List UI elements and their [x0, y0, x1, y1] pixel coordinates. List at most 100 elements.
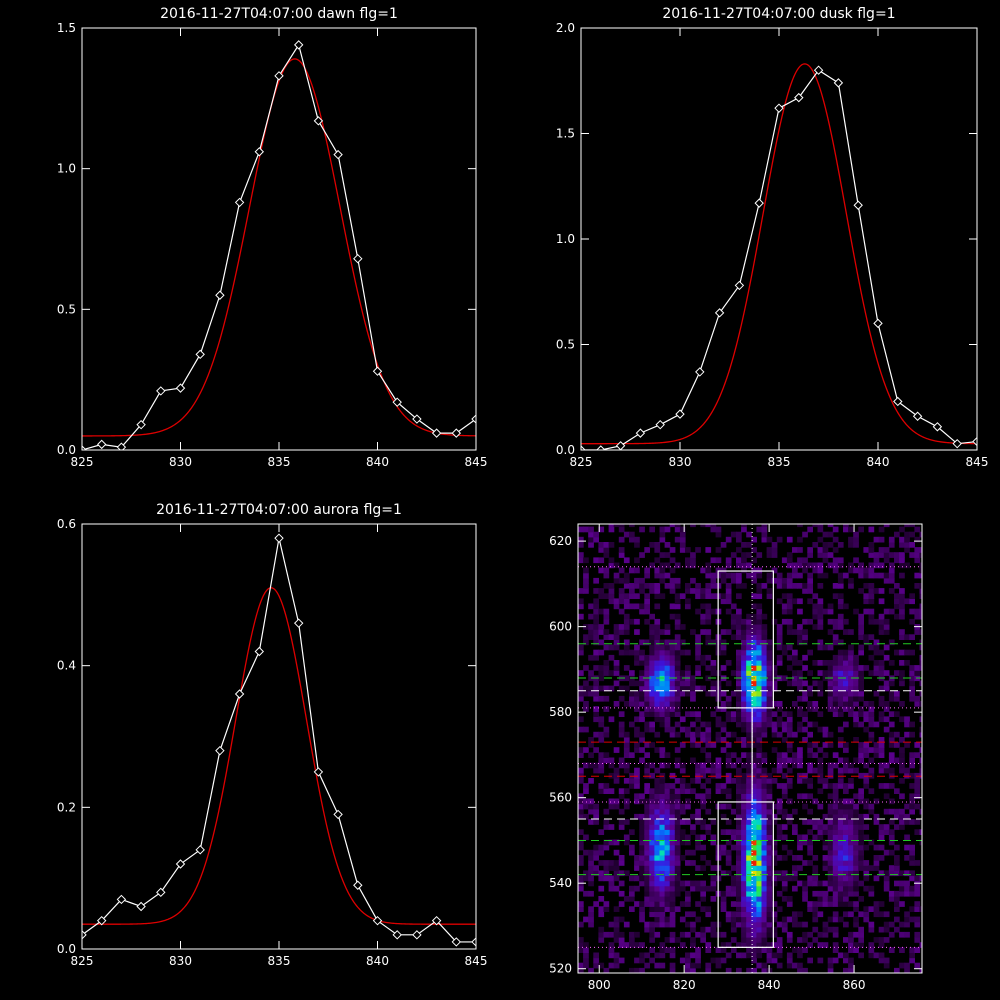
- data-point: [431, 428, 442, 438]
- data-point: [175, 859, 186, 869]
- y-tick-label: 0.5: [57, 302, 76, 316]
- x-tick-label: 835: [768, 455, 791, 469]
- data-point: [333, 149, 343, 160]
- y-tick-label: 0.0: [57, 942, 76, 956]
- x-tick-label: 840: [366, 455, 389, 469]
- data-point: [156, 386, 166, 396]
- y-tick-label: 540: [549, 876, 572, 890]
- x-tick-label: 830: [169, 455, 192, 469]
- x-tick-label: 800: [588, 978, 611, 992]
- y-tick-label: 1.0: [556, 232, 575, 246]
- data-point: [451, 428, 462, 438]
- plot-panel-1: 825 830 835 840 845 0.0 0.5 1.0 1.5 2016-11-27T04…: [57, 6, 488, 469]
- data-point: [734, 280, 745, 291]
- data-line: [82, 43, 476, 450]
- plot-frame: [81, 523, 477, 950]
- data-point: [156, 887, 166, 898]
- x-tick-label: 845: [465, 455, 488, 469]
- data-point: [412, 414, 422, 424]
- x-tick-label: 860: [843, 978, 866, 992]
- data-point: [813, 65, 824, 75]
- data-point: [274, 533, 284, 543]
- plot-panel-3: 825 830 835 840 845 0.0 0.2 0.4 0.6 2016-11-27T04…: [57, 502, 488, 968]
- data-point: [234, 197, 245, 208]
- data-point: [353, 253, 363, 264]
- data-point: [794, 92, 804, 103]
- x-tick-label: 825: [71, 455, 94, 469]
- data-point: [714, 308, 725, 318]
- region-box: [717, 801, 774, 948]
- data-point: [116, 894, 127, 905]
- y-tick-label: 620: [549, 534, 572, 548]
- x-tick-label: 845: [966, 455, 989, 469]
- data-point: [615, 441, 626, 450]
- fit-curve: [581, 63, 977, 445]
- data-point: [313, 767, 324, 777]
- data-point: [372, 915, 383, 926]
- data-point: [451, 937, 462, 947]
- data-point: [853, 200, 863, 210]
- data-point: [96, 439, 107, 450]
- region-box: [717, 570, 774, 709]
- data-point: [82, 445, 87, 450]
- y-tick-label: 0.6: [57, 517, 76, 531]
- y-tick-label: 1.0: [57, 162, 76, 176]
- data-line: [82, 538, 476, 943]
- plot-title: 2016-11-27T04:07:00 aurora flg=1: [156, 502, 402, 518]
- data-point: [195, 845, 205, 855]
- plot-frame: [81, 27, 477, 451]
- data-point: [234, 689, 245, 699]
- y-tick-label: 0.0: [57, 443, 76, 457]
- data-point: [372, 366, 383, 376]
- data-point: [215, 290, 225, 300]
- plot-title: 2016-11-27T04:07:00 dusk flg=1: [662, 6, 895, 22]
- x-tick-label: 825: [71, 954, 94, 968]
- data-point: [353, 880, 363, 890]
- data-point: [471, 414, 476, 424]
- data-point: [596, 445, 606, 450]
- data-point: [635, 428, 646, 438]
- plot-frame: [580, 27, 978, 451]
- y-tick-label: 1.5: [57, 21, 76, 35]
- x-tick-label: 840: [758, 978, 781, 992]
- x-tick-label: 840: [366, 954, 389, 968]
- data-point: [471, 937, 476, 947]
- data-point: [675, 409, 685, 419]
- y-tick-label: 2.0: [556, 21, 575, 35]
- x-tick-label: 835: [268, 455, 291, 469]
- y-tick-label: 0.4: [57, 659, 76, 673]
- data-point: [754, 198, 764, 208]
- data-point: [774, 103, 784, 113]
- heatmap-image: [578, 524, 922, 973]
- data-point: [254, 646, 265, 657]
- data-point: [215, 745, 225, 756]
- data-point: [274, 71, 284, 81]
- fit-curve: [82, 58, 476, 437]
- x-tick-label: 845: [465, 954, 488, 968]
- x-tick-label: 830: [169, 954, 192, 968]
- x-tick-label: 820: [673, 978, 696, 992]
- plot-title: 2016-11-27T04:07:00 dawn flg=1: [160, 6, 398, 22]
- data-point: [82, 930, 87, 940]
- data-point: [195, 349, 205, 360]
- data-point: [392, 397, 402, 407]
- y-tick-label: 560: [549, 791, 572, 805]
- data-point: [952, 438, 962, 449]
- data-point: [972, 436, 977, 447]
- fit-curve: [82, 587, 476, 925]
- data-point: [893, 396, 903, 407]
- y-tick-label: 0.5: [556, 338, 575, 352]
- data-point: [136, 419, 146, 430]
- y-tick-label: 0.0: [556, 443, 575, 457]
- y-tick-label: 0.2: [57, 800, 76, 814]
- y-tick-label: 580: [549, 705, 572, 719]
- x-tick-label: 840: [867, 455, 890, 469]
- plot-panel-2: 825 830 835 840 845 0.0 0.5 1.0 1.5 2.0 2016-11-27…: [556, 6, 989, 469]
- data-point: [96, 915, 107, 926]
- data-point: [136, 901, 146, 912]
- x-tick-label: 825: [570, 455, 593, 469]
- data-point: [412, 930, 422, 940]
- data-point: [873, 318, 883, 329]
- data-point: [254, 147, 265, 157]
